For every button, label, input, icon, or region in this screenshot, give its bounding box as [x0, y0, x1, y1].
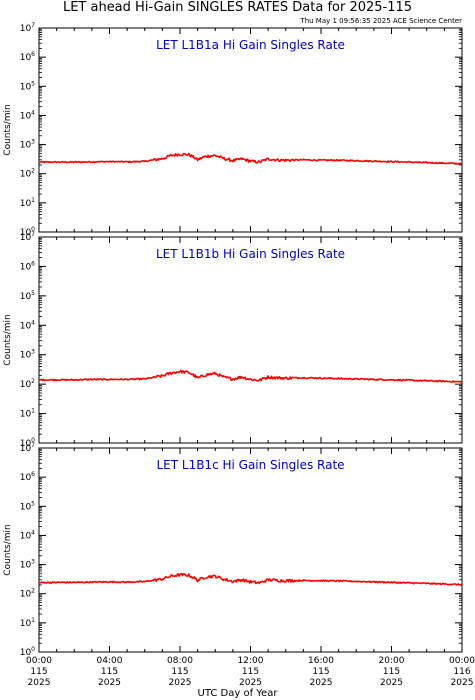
- y-tick-label: 104: [20, 319, 35, 331]
- x-tick-label: 2025: [451, 678, 474, 688]
- y-tick-label: 104: [20, 529, 35, 541]
- x-tick-label: 2025: [98, 678, 121, 688]
- y-tick-label: 101: [20, 197, 35, 209]
- x-tick-label: 115: [171, 667, 188, 677]
- y-tick-label: 105: [20, 80, 35, 92]
- x-tick-label: 115: [242, 667, 259, 677]
- y-tick-label: 105: [20, 500, 35, 512]
- y-tick-label: 101: [20, 408, 35, 420]
- panel-frame: [38, 447, 463, 653]
- y-tick-label: 102: [20, 588, 35, 600]
- y-tick-label: 105: [20, 290, 35, 302]
- panel-title: LET L1B1b Hi Gain Singles Rate: [156, 247, 345, 261]
- y-tick-label: 101: [20, 617, 35, 629]
- x-tick-label: 115: [312, 667, 329, 677]
- timestamp: Thu May 1 09:56:35 2025 ACE Science Cent…: [300, 17, 462, 25]
- y-tick-label: 102: [20, 168, 35, 180]
- x-tick-label: 20:00: [379, 656, 405, 666]
- y-tick-label: 107: [20, 231, 35, 243]
- x-tick-label: 08:00: [167, 656, 193, 666]
- x-tick-label: 16:00: [308, 656, 334, 666]
- y-tick-label: 102: [20, 378, 35, 390]
- y-tick-label: 100: [20, 437, 35, 449]
- panel-title: LET L1B1a Hi Gain Singles Rate: [156, 38, 345, 52]
- x-tick-label: 04:00: [97, 656, 123, 666]
- x-tick-label: 2025: [28, 678, 51, 688]
- y-axis-label: Counts/min: [3, 524, 13, 575]
- series-line: [38, 369, 463, 384]
- page-title: LET ahead Hi-Gain SINGLES RATES Data for…: [62, 0, 413, 15]
- panel-frame: [38, 236, 463, 444]
- x-axis-label: UTC Day of Year: [197, 688, 278, 699]
- x-tick-label: 00:00: [26, 656, 52, 666]
- panel-frame: [38, 27, 463, 233]
- y-tick-label: 106: [20, 471, 35, 483]
- x-tick-label: 12:00: [238, 656, 264, 666]
- series-line: [38, 572, 463, 587]
- y-tick-label: 103: [20, 559, 35, 571]
- series-line: [38, 152, 463, 166]
- x-tick-label: 2025: [239, 678, 262, 688]
- x-tick-label: 115: [383, 667, 400, 677]
- y-tick-label: 106: [20, 51, 35, 63]
- y-tick-label: 100: [20, 226, 35, 238]
- x-tick-label: 115: [30, 667, 47, 677]
- y-tick-label: 103: [20, 349, 35, 361]
- x-tick-label: 2025: [169, 678, 192, 688]
- x-tick-label: 2025: [380, 678, 403, 688]
- y-tick-label: 103: [20, 139, 35, 151]
- y-tick-label: 107: [20, 22, 35, 34]
- y-axis-label: Counts/min: [3, 104, 13, 155]
- y-tick-label: 104: [20, 109, 35, 121]
- x-tick-label: 116: [453, 667, 470, 677]
- x-tick-label: 00:00: [449, 656, 475, 666]
- panel-title: LET L1B1c Hi Gain Singles Rate: [156, 458, 344, 472]
- x-tick-label: 115: [101, 667, 118, 677]
- y-tick-label: 100: [20, 646, 35, 658]
- y-tick-label: 107: [20, 442, 35, 454]
- x-tick-label: 2025: [310, 678, 333, 688]
- y-axis-label: Counts/min: [3, 314, 13, 365]
- y-tick-label: 106: [20, 260, 35, 272]
